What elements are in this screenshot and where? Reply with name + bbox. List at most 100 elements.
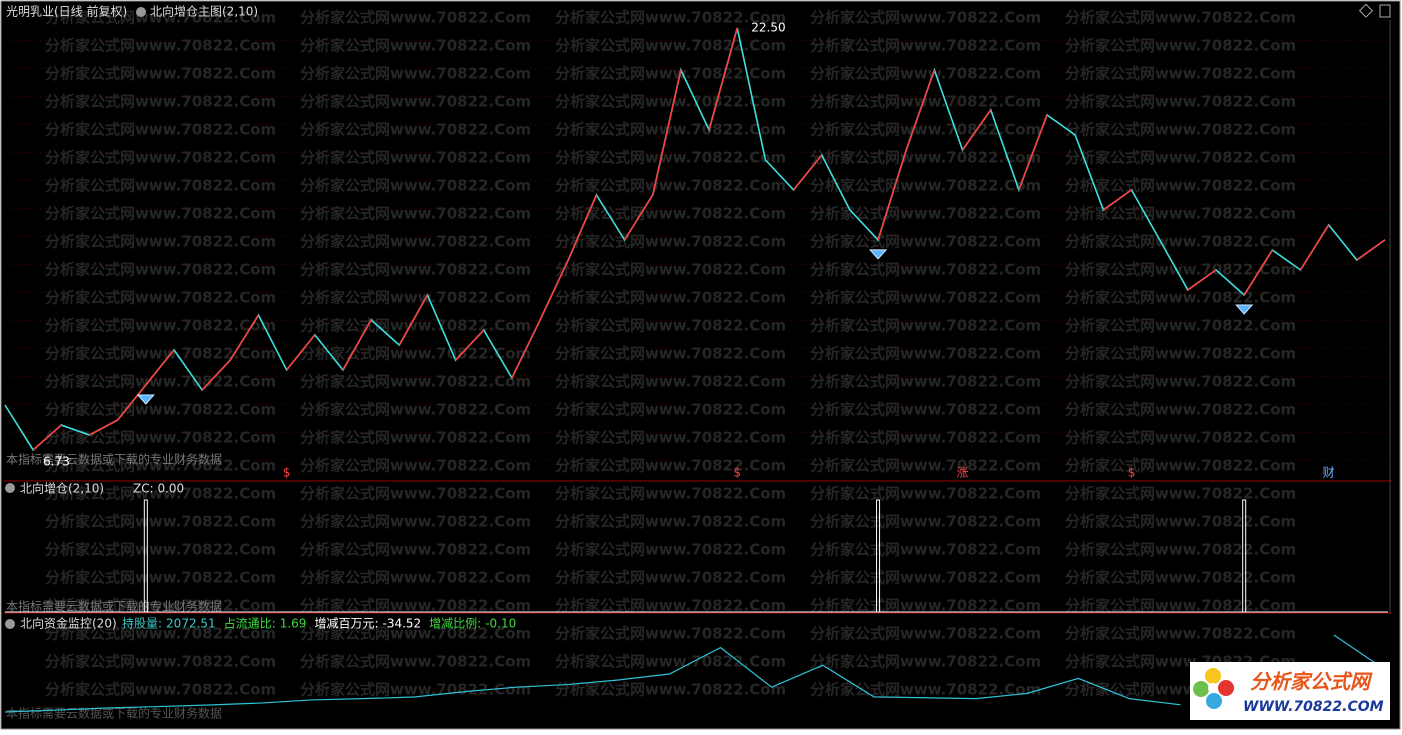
watermark: 分析家公式网www.70822.Com bbox=[45, 569, 276, 587]
watermark: 分析家公式网www.70822.Com bbox=[45, 149, 276, 167]
watermark: 分析家公式网www.70822.Com bbox=[45, 401, 276, 419]
watermark: 分析家公式网www.70822.Com bbox=[810, 345, 1041, 363]
up-segment bbox=[623, 194, 654, 241]
watermark: 分析家公式网www.70822.Com bbox=[300, 317, 531, 335]
event-marker: $ bbox=[733, 466, 741, 480]
watermark: 分析家公式网www.70822.Com bbox=[1065, 569, 1296, 587]
note: 本指标需要云数据或下载的专业财务数据 bbox=[6, 452, 222, 467]
signal-diamond bbox=[136, 394, 155, 405]
icon[interactable] bbox=[1358, 3, 1374, 18]
watermark: 分析家公式网www.70822.Com bbox=[1065, 177, 1296, 195]
watermark: 分析家公式网www.70822.Com bbox=[555, 37, 786, 55]
watermark: 分析家公式网www.70822.Com bbox=[300, 149, 531, 167]
watermark: 分析家公式网www.70822.Com bbox=[300, 513, 531, 531]
watermark: 分析家公式网www.70822.Com bbox=[300, 541, 531, 559]
watermark: 分析家公式网www.70822.Com bbox=[1065, 289, 1296, 307]
watermark: 分析家公式网www.70822.Com bbox=[810, 485, 1041, 503]
watermark: 分析家公式网www.70822.Com bbox=[1065, 121, 1296, 139]
watermark: 分析家公式网www.70822.Com bbox=[45, 345, 276, 363]
watermark: 分析家公式网www.70822.Com bbox=[300, 345, 531, 363]
watermark: 分析家公式网www.70822.Com bbox=[810, 625, 1041, 643]
watermark: 分析家公式网www.70822.Com bbox=[810, 513, 1041, 531]
watermark: 分析家公式网www.70822.Com bbox=[45, 373, 276, 391]
watermark: 分析家公式网www.70822.Com bbox=[555, 681, 786, 699]
watermark: 分析家公式网www.70822.Com bbox=[45, 37, 276, 55]
readout: ZC: 0.00 bbox=[133, 482, 184, 496]
up-segment bbox=[1299, 224, 1330, 271]
watermark: 分析家公式网www.70822.Com bbox=[810, 65, 1041, 83]
watermark: 分析家公式网www.70822.Com bbox=[45, 205, 276, 223]
watermark: 分析家公式网www.70822.Com bbox=[555, 65, 786, 83]
up-segment bbox=[229, 314, 260, 361]
watermark: 分析家公式网www.70822.Com bbox=[555, 149, 786, 167]
petal bbox=[1218, 680, 1234, 696]
watermark: 分析家公式网www.70822.Com bbox=[45, 177, 276, 195]
watermark: 分析家公式网www.70822.Com bbox=[810, 681, 1041, 699]
watermark: 分析家公式网www.70822.Com bbox=[1065, 65, 1296, 83]
logo-url: WWW.70822.COM bbox=[1243, 699, 1384, 715]
watermark: 分析家公式网www.70822.Com bbox=[45, 681, 276, 699]
watermark: 分析家公式网www.70822.Com bbox=[1065, 373, 1296, 391]
readout-value: 2072.51 bbox=[166, 617, 216, 631]
watermark: 分析家公式网www.70822.Com bbox=[45, 541, 276, 559]
up-segment bbox=[877, 149, 907, 241]
watermark: 分析家公式网www.70822.Com bbox=[555, 205, 786, 223]
watermark: 分析家公式网www.70822.Com bbox=[810, 93, 1041, 111]
watermark: 分析家公式网www.70822.Com bbox=[45, 261, 276, 279]
up-segment bbox=[1243, 249, 1274, 296]
up-segment bbox=[1356, 239, 1386, 261]
watermark: 分析家公式网www.70822.Com bbox=[1065, 429, 1296, 447]
watermark: 分析家公式网www.70822.Com bbox=[1065, 317, 1296, 335]
watermark: 分析家公式网www.70822.Com bbox=[555, 345, 786, 363]
readout-label: 持股量: bbox=[122, 616, 162, 631]
watermark: 分析家公式网www.70822.Com bbox=[555, 541, 786, 559]
menu-icon[interactable] bbox=[5, 619, 15, 629]
watermark: 分析家公式网www.70822.Com bbox=[555, 93, 786, 111]
watermark: 分析家公式网www.70822.Com bbox=[810, 149, 1041, 167]
petal bbox=[1206, 693, 1222, 709]
watermark: 分析家公式网www.70822.Com bbox=[555, 9, 786, 27]
icon[interactable] bbox=[1379, 4, 1391, 18]
watermark: 分析家公式网www.70822.Com bbox=[810, 653, 1041, 671]
watermark: 分析家公式网www.70822.Com bbox=[555, 457, 786, 475]
up-segment bbox=[117, 384, 147, 421]
signal-diamond bbox=[868, 249, 888, 260]
watermark: 分析家公式网www.70822.Com bbox=[300, 681, 531, 699]
watermark: 分析家公式网www.70822.Com bbox=[555, 625, 786, 643]
up-segment bbox=[511, 319, 541, 379]
watermark: 分析家公式网www.70822.Com bbox=[300, 233, 531, 251]
panel-title: 北向增仓(2,10) bbox=[20, 481, 104, 496]
up-segment bbox=[342, 319, 372, 371]
watermark: 分析家公式网www.70822.Com bbox=[300, 289, 531, 307]
menu-icon[interactable] bbox=[5, 483, 15, 493]
watermark: 分析家公式网www.70822.Com bbox=[810, 317, 1041, 335]
grid-bg bbox=[4, 20, 1389, 480]
watermark: 分析家公式网www.70822.Com bbox=[300, 65, 531, 83]
watermark: 分析家公式网www.70822.Com bbox=[300, 429, 531, 447]
up-segment bbox=[539, 259, 569, 321]
readout-label: 增减百万元: bbox=[314, 617, 378, 631]
up-segment bbox=[286, 334, 316, 371]
watermark: 分析家公式网www.70822.Com bbox=[300, 93, 531, 111]
watermark: 分析家公式网www.70822.Com bbox=[1065, 401, 1296, 419]
menu-icon[interactable] bbox=[136, 7, 146, 17]
watermark: 分析家公式网www.70822.Com bbox=[45, 513, 276, 531]
petal bbox=[1208, 683, 1218, 693]
watermark: 分析家公式网www.70822.Com bbox=[555, 317, 786, 335]
event-marker: 涨 bbox=[957, 465, 969, 480]
watermark: 分析家公式网www.70822.Com bbox=[300, 121, 531, 139]
watermark: 分析家公式网www.70822.Com bbox=[555, 513, 786, 531]
watermark: 分析家公式网www.70822.Com bbox=[300, 653, 531, 671]
watermark: 分析家公式网www.70822.Com bbox=[300, 569, 531, 587]
watermark: 分析家公式网www.70822.Com bbox=[1065, 233, 1296, 251]
note: 本指标需要云数据或下载的专业财务数据 bbox=[6, 706, 222, 721]
watermark: 分析家公式网www.70822.Com bbox=[1065, 37, 1296, 55]
logo-title: 分析家公式网 bbox=[1250, 670, 1373, 694]
watermark: 分析家公式网www.70822.Com bbox=[300, 373, 531, 391]
watermark: 分析家公式网www.70822.Com bbox=[45, 485, 276, 503]
watermark: 分析家公式网www.70822.Com bbox=[45, 457, 276, 475]
watermark: 分析家公式网www.70822.Com bbox=[810, 9, 1041, 27]
watermark: 分析家公式网www.70822.Com bbox=[45, 317, 276, 335]
watermark: 分析家公式网www.70822.Com bbox=[810, 429, 1041, 447]
